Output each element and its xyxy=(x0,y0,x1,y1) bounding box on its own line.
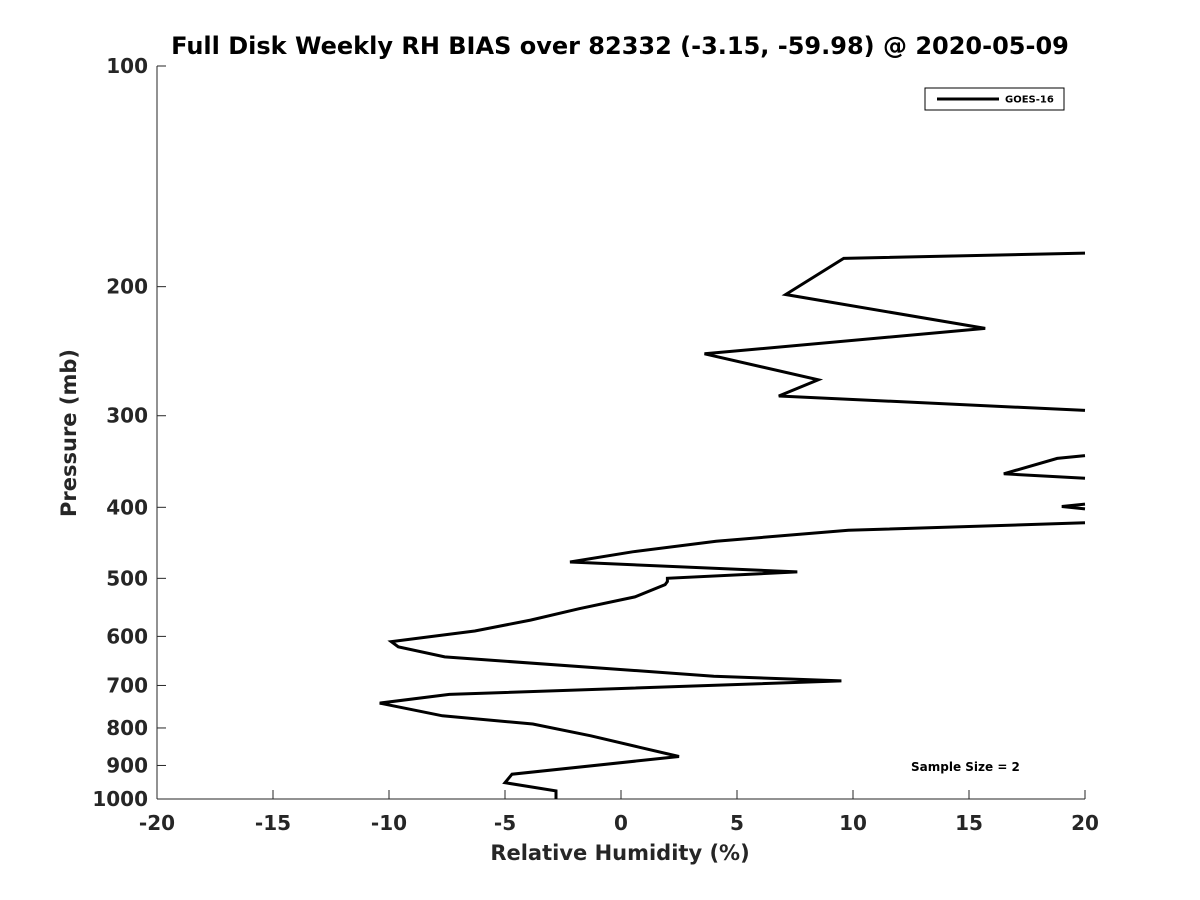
x-tick-label: -5 xyxy=(494,811,516,835)
series-line-goes-16-segment-1 xyxy=(379,521,1086,799)
series-line-goes-16-segment-3 xyxy=(1003,454,1086,480)
y-tick-label: 200 xyxy=(106,275,148,299)
y-axis-ticks: 100 200 300 400 500 600 700 800 900 1000 xyxy=(92,54,166,811)
y-tick-label: 800 xyxy=(106,716,148,740)
y-tick-label: 300 xyxy=(106,404,148,428)
x-tick-label: 15 xyxy=(955,811,983,835)
y-tick-label: 100 xyxy=(106,54,148,78)
y-tick-label: 400 xyxy=(106,495,148,519)
x-axis-ticks: -20 -15 -10 -5 0 5 10 15 20 xyxy=(139,790,1099,835)
x-tick-label: -10 xyxy=(371,811,407,835)
x-tick-label: 5 xyxy=(730,811,744,835)
y-tick-label: 1000 xyxy=(92,787,148,811)
x-tick-label: 0 xyxy=(614,811,628,835)
series-line-goes-16-segment-4 xyxy=(704,251,1086,412)
legend: GOES-16 xyxy=(924,87,1065,111)
x-tick-label: -15 xyxy=(255,811,291,835)
y-tick-label: 900 xyxy=(106,753,148,777)
x-tick-label: 20 xyxy=(1071,811,1099,835)
legend-label-goes-16: GOES-16 xyxy=(1005,95,1054,106)
y-tick-label: 600 xyxy=(106,624,148,648)
series-line-goes-16-segment-2 xyxy=(1061,502,1086,511)
x-axis-label: Relative Humidity (%) xyxy=(490,841,749,865)
x-tick-label: 10 xyxy=(839,811,867,835)
y-axis-label: Pressure (mb) xyxy=(57,349,81,517)
y-tick-label: 500 xyxy=(106,566,148,590)
y-tick-label: 700 xyxy=(106,673,148,697)
x-tick-label: -20 xyxy=(139,811,175,835)
chart-title: Full Disk Weekly RH BIAS over 82332 (-3.… xyxy=(171,32,1069,60)
plot-area xyxy=(156,66,1086,800)
sample-size-annotation: Sample Size = 2 xyxy=(911,760,1020,774)
